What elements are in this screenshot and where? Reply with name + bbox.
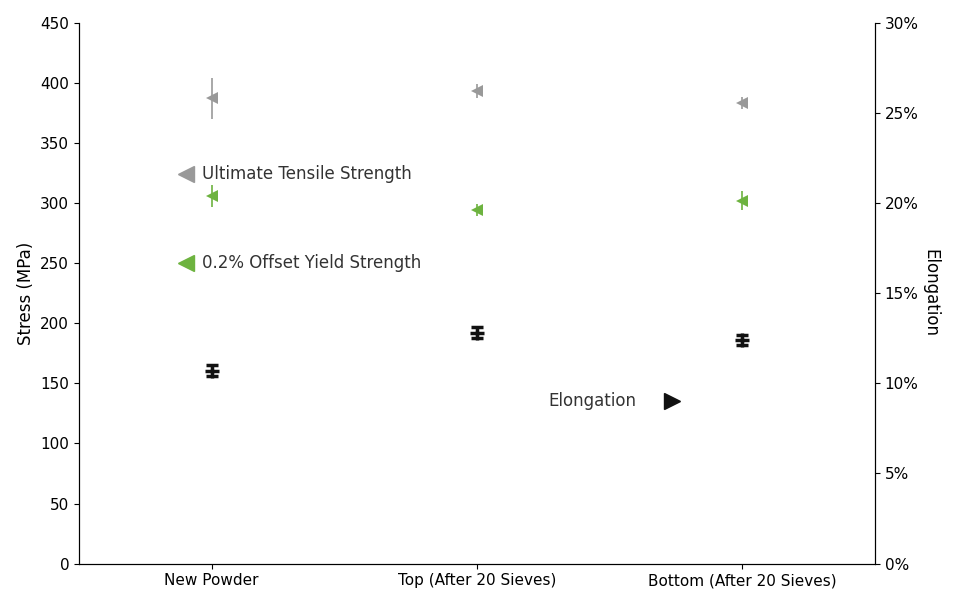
Text: Ultimate Tensile Strength: Ultimate Tensile Strength [203,165,412,183]
Y-axis label: Elongation: Elongation [922,249,940,337]
Text: 0.2% Offset Yield Strength: 0.2% Offset Yield Strength [203,254,422,272]
Y-axis label: Stress (MPa): Stress (MPa) [16,241,34,345]
Text: Elongation: Elongation [549,392,637,410]
